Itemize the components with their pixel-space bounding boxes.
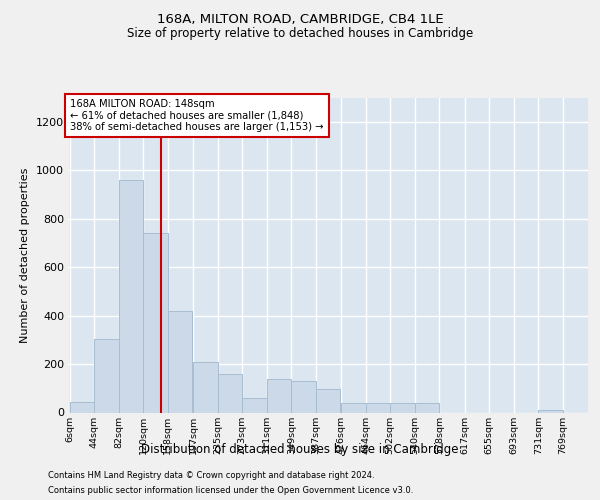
Bar [390, 403, 415, 412]
Bar [168, 310, 193, 412]
Bar [242, 398, 267, 412]
Bar [70, 402, 94, 412]
Bar [218, 374, 242, 412]
Bar [365, 403, 390, 412]
Bar [267, 378, 292, 412]
Bar [193, 362, 218, 412]
Bar [415, 403, 439, 412]
Bar [292, 381, 316, 412]
Text: 168A, MILTON ROAD, CAMBRIDGE, CB4 1LE: 168A, MILTON ROAD, CAMBRIDGE, CB4 1LE [157, 12, 443, 26]
Bar [94, 338, 119, 412]
Bar [341, 403, 365, 412]
Text: Contains HM Land Registry data © Crown copyright and database right 2024.: Contains HM Land Registry data © Crown c… [48, 471, 374, 480]
Bar [119, 180, 143, 412]
Text: Distribution of detached houses by size in Cambridge: Distribution of detached houses by size … [141, 442, 459, 456]
Bar [143, 233, 168, 412]
Bar [538, 410, 563, 412]
Text: Contains public sector information licensed under the Open Government Licence v3: Contains public sector information licen… [48, 486, 413, 495]
Bar [316, 390, 340, 412]
Y-axis label: Number of detached properties: Number of detached properties [20, 168, 31, 342]
Text: 168A MILTON ROAD: 148sqm
← 61% of detached houses are smaller (1,848)
38% of sem: 168A MILTON ROAD: 148sqm ← 61% of detach… [70, 99, 324, 132]
Text: Size of property relative to detached houses in Cambridge: Size of property relative to detached ho… [127, 28, 473, 40]
